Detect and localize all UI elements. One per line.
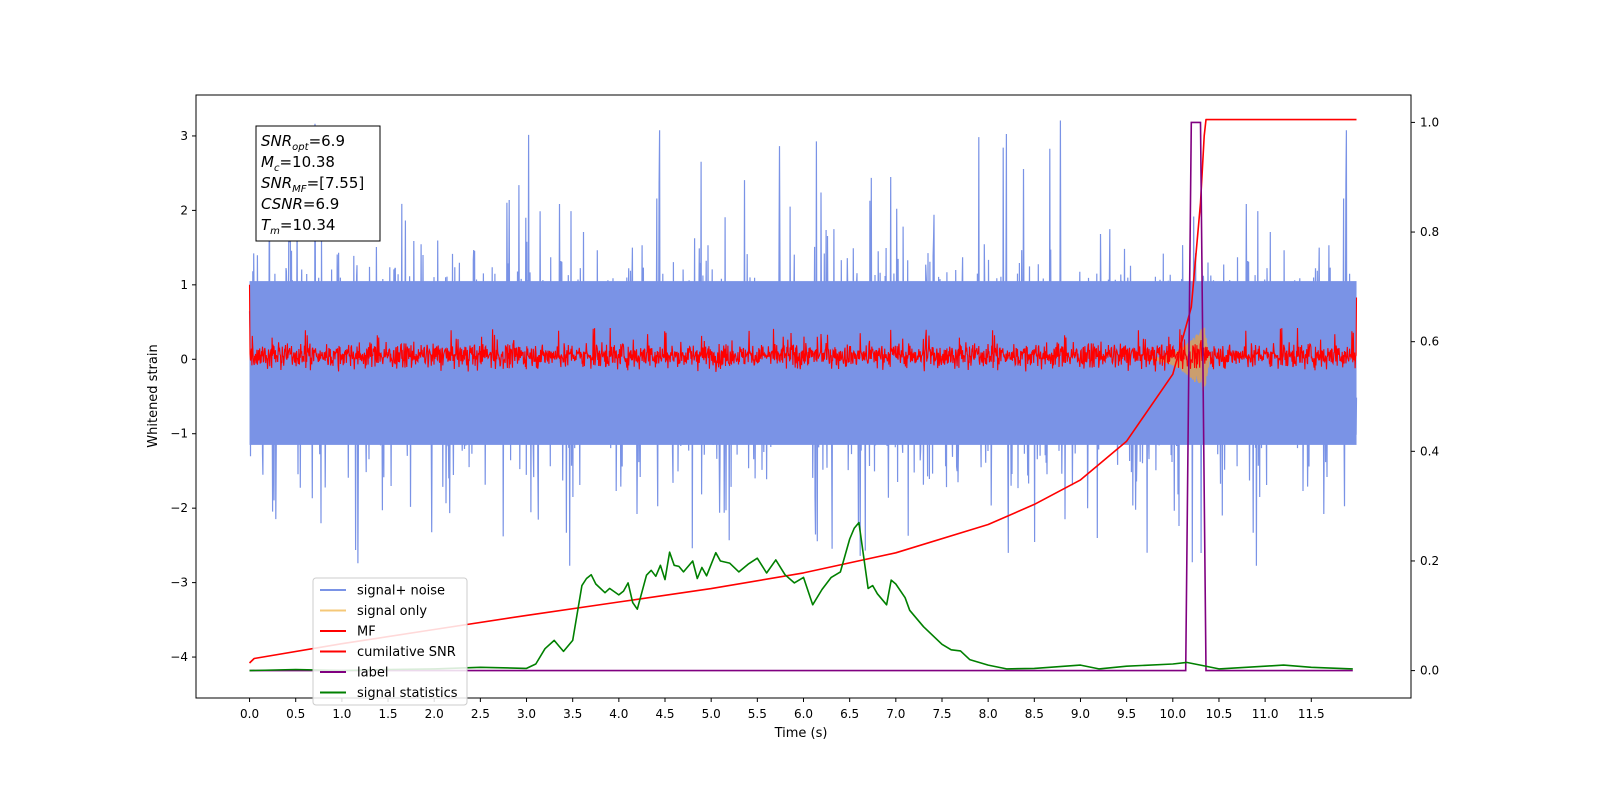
legend-label: label xyxy=(357,666,388,681)
series-mf-line xyxy=(248,284,1358,372)
series-label-line xyxy=(249,121,1353,672)
legend-label: signal statistics xyxy=(357,686,458,701)
legend-label: MF xyxy=(357,625,376,640)
y-left-tick-label: 3 xyxy=(180,129,188,143)
x-tick-label: 6.5 xyxy=(840,707,859,721)
legend: signal+ noise signal only MF cumilative SNR… xyxy=(312,577,468,706)
y-right-tick-label: 0.2 xyxy=(1420,554,1439,568)
y-left-tick-label: −4 xyxy=(170,650,188,664)
x-axis: 0.0 0.5 1.0 1.5 2.0 2.5 3.0 3.5 4.0 4.5 5.0 5.5 6.0 6… xyxy=(240,698,1325,721)
y-axis-label: Whitened strain xyxy=(146,344,161,447)
x-tick-label: 10.0 xyxy=(1159,707,1186,721)
annotation-line: Tm=10.34 xyxy=(261,216,335,237)
annotation-frame xyxy=(255,125,381,242)
x-tick-label: 8.0 xyxy=(979,707,998,721)
x-axis-label: Time (s) xyxy=(774,726,828,741)
legend-label: signal only xyxy=(357,604,427,619)
legend-label: signal+ noise xyxy=(357,584,445,599)
x-tick-label: 5.5 xyxy=(748,707,767,721)
x-tick-label: 2.0 xyxy=(425,707,444,721)
y-right-tick-label: 0.4 xyxy=(1420,444,1439,458)
x-tick-label: 4.5 xyxy=(655,707,674,721)
annotation-line: CSNR=6.9 xyxy=(261,195,339,213)
y-left-tick-label: −3 xyxy=(170,576,188,590)
x-tick-label: 1.0 xyxy=(332,707,351,721)
y-left-tick-label: −2 xyxy=(170,501,188,515)
x-tick-label: 11.0 xyxy=(1252,707,1279,721)
x-tick-label: 6.0 xyxy=(794,707,813,721)
x-tick-label: 9.0 xyxy=(1071,707,1090,721)
y-right-tick-label: 0.0 xyxy=(1420,664,1439,678)
x-tick-label: 4.0 xyxy=(609,707,628,721)
y-left-tick-label: 2 xyxy=(180,203,188,217)
x-tick-label: 2.5 xyxy=(471,707,490,721)
x-tick-label: 11.5 xyxy=(1298,707,1325,721)
x-tick-label: 1.5 xyxy=(378,707,397,721)
annotation-line: SNRMF=[7.55] xyxy=(261,174,364,195)
y-left-tick-label: 1 xyxy=(180,278,188,292)
x-tick-label: 0.0 xyxy=(240,707,259,721)
y-right-tick-label: 1.0 xyxy=(1420,115,1439,129)
x-tick-label: 0.5 xyxy=(286,707,305,721)
y-left-tick-label: 0 xyxy=(180,352,188,366)
y-left-tick-label: −1 xyxy=(170,427,188,441)
x-tick-label: 7.5 xyxy=(932,707,951,721)
legend-frame xyxy=(312,577,468,706)
plot-area xyxy=(248,118,1358,672)
annotation-line: SNRopt=6.9 xyxy=(261,132,345,153)
legend-label: cumilative SNR xyxy=(357,645,456,660)
y-right-tick-label: 0.8 xyxy=(1420,225,1439,239)
series-signal-statistics-line xyxy=(249,521,1353,672)
x-tick-label: 5.0 xyxy=(702,707,721,721)
y-axis-left: −4 −3 −2 −1 0 1 2 3 xyxy=(170,129,196,664)
x-tick-label: 3.5 xyxy=(563,707,582,721)
x-tick-label: 3.0 xyxy=(517,707,536,721)
x-tick-label: 10.5 xyxy=(1206,707,1233,721)
y-right-tick-label: 0.6 xyxy=(1420,335,1439,349)
y-axis-right: 0.0 0.2 0.4 0.6 0.8 1.0 xyxy=(1411,115,1439,678)
x-tick-label: 7.0 xyxy=(886,707,905,721)
annotation-line: Mc=10.38 xyxy=(261,153,335,174)
x-tick-label: 8.5 xyxy=(1025,707,1044,721)
x-tick-label: 9.5 xyxy=(1117,707,1136,721)
